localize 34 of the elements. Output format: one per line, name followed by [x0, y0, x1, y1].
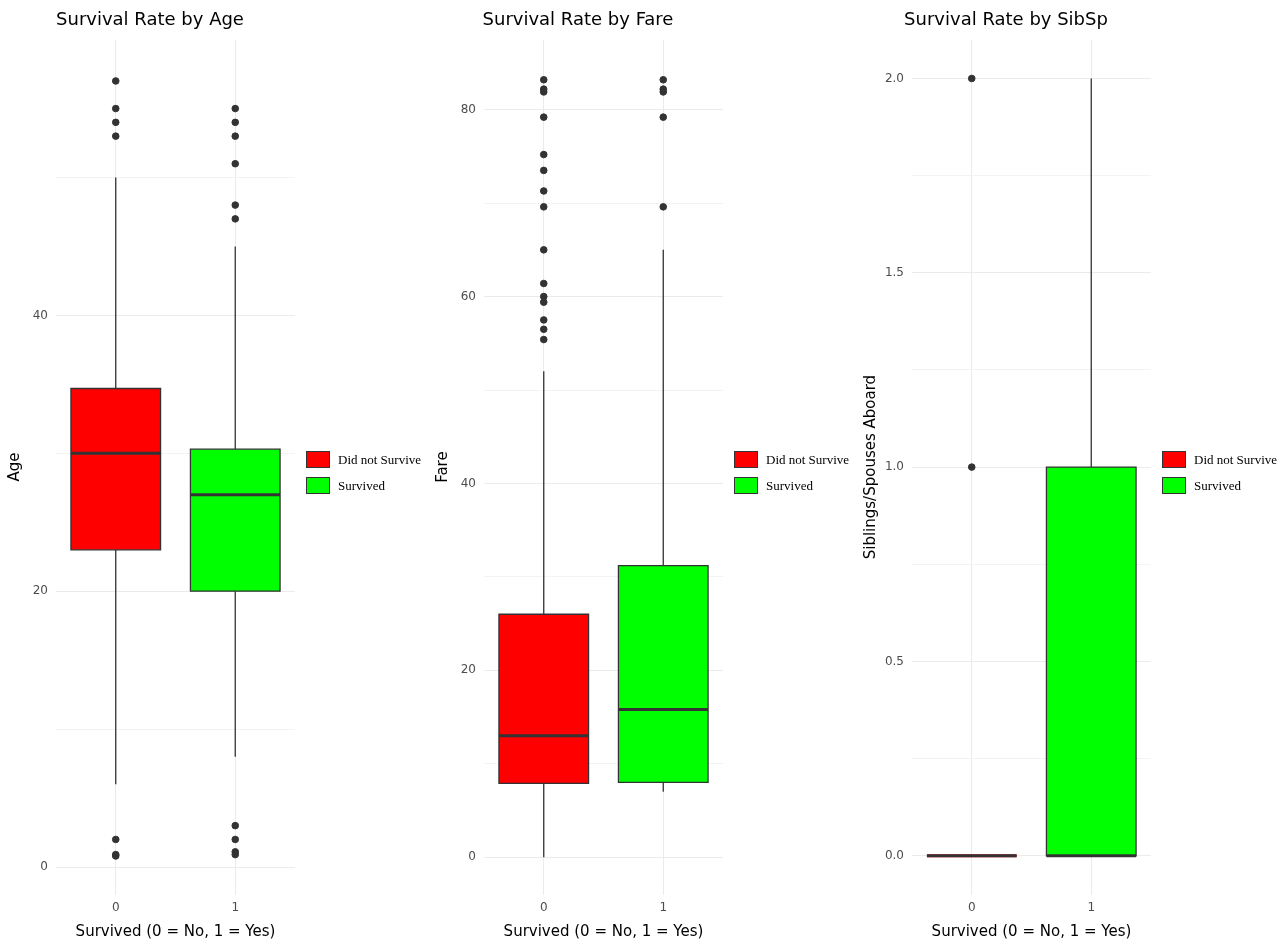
y-tick-label: 0	[468, 849, 476, 864]
y-tick-label: 40	[32, 307, 48, 322]
x-axis-title: Survived (0 = No, 1 = Yes)	[931, 921, 1132, 940]
y-tick-label: 0.0	[884, 847, 904, 862]
y-tick-label: 0.5	[884, 653, 904, 668]
legend-label: Did not Survive	[1194, 451, 1278, 468]
x-tick-label: 0	[967, 899, 976, 914]
x-tick-label: 1	[1087, 899, 1096, 914]
y-tick-label: 20	[32, 583, 48, 598]
legend-label: Survived	[766, 477, 813, 494]
y-tick-label: 2.0	[884, 70, 904, 85]
legend-label: Survived	[338, 477, 385, 494]
y-tick-label: 60	[460, 288, 476, 303]
legend-label: Did not Survive	[766, 451, 850, 468]
y-tick-label: 1.0	[884, 459, 904, 474]
y-axis-title: Age	[4, 452, 23, 482]
legend-label: Survived	[1194, 477, 1241, 494]
x-tick-label: 0	[111, 899, 120, 914]
y-tick-label: 80	[460, 101, 476, 116]
x-axis-title: Survived (0 = No, 1 = Yes)	[503, 921, 704, 940]
y-axis-title: Fare	[432, 451, 451, 483]
legend-label: Did not Survive	[338, 451, 422, 468]
y-tick-label: 20	[460, 662, 476, 677]
x-tick-label: 1	[659, 899, 668, 914]
chart-title: Survival Rate by Age	[56, 8, 244, 30]
x-tick-label: 0	[539, 899, 548, 914]
y-tick-label: 40	[460, 475, 476, 490]
y-axis-title: Siblings/Spouses Aboard	[860, 374, 879, 560]
y-tick-label: 0	[40, 859, 48, 874]
x-axis-title: Survived (0 = No, 1 = Yes)	[75, 921, 276, 940]
chart-title: Survival Rate by Fare	[482, 8, 674, 30]
y-tick-label: 1.5	[884, 264, 904, 279]
chart-title: Survival Rate by SibSp	[904, 8, 1108, 30]
x-tick-label: 1	[231, 899, 240, 914]
